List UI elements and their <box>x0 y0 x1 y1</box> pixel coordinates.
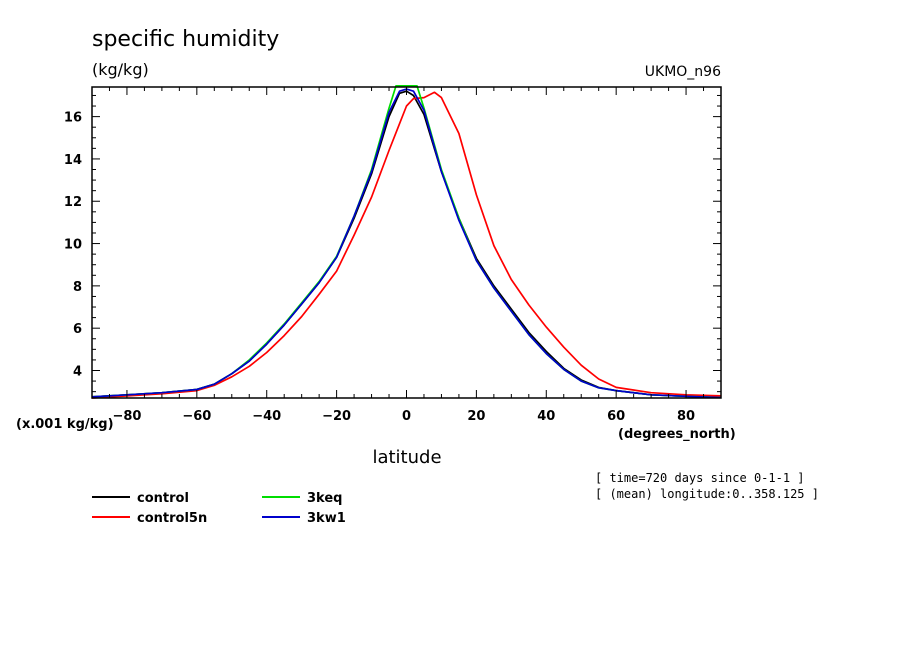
y-tick-label: 8 <box>73 280 82 295</box>
x-tick-label: 40 <box>537 409 555 424</box>
legend-label-3kw1: 3kw1 <box>307 511 346 526</box>
legend: control control5n 3keq 3kw1 <box>92 491 346 526</box>
x-tick-label: −40 <box>252 409 281 424</box>
series-line-control <box>91 90 722 399</box>
x-units-label: (degrees_north) <box>618 427 736 442</box>
x-axis-label: latitude <box>372 447 441 468</box>
x-tick-label: −60 <box>182 409 211 424</box>
x-tick-label: −80 <box>112 409 141 424</box>
annotation-time: [ time=720 days since 0-1-1 ] <box>595 471 805 485</box>
plot-frame <box>91 86 722 399</box>
x-tick-label: 60 <box>607 409 625 424</box>
y-scale-label: (x.001 kg/kg) <box>16 417 114 432</box>
y-tick-label: 16 <box>64 111 82 126</box>
ticks-layer: 4 6 8 10 12 14 16 −80 −60 −40 −20 0 20 40 60 80 <box>64 87 722 424</box>
series-layer <box>91 85 722 399</box>
x-tick-label: 0 <box>402 409 411 424</box>
series-line-3kw1 <box>91 88 722 399</box>
annotation-longitude: [ (mean) longitude:0..358.125 ] <box>595 487 819 501</box>
x-tick-label: 80 <box>677 409 695 424</box>
model-label: UKMO_n96 <box>645 64 721 80</box>
chart-title: specific humidity <box>92 27 279 52</box>
y-tick-label: 6 <box>73 322 82 337</box>
legend-label-control5n: control5n <box>137 511 207 526</box>
x-tick-label: −20 <box>322 409 351 424</box>
legend-label-control: control <box>137 491 189 506</box>
series-line-control5n <box>91 91 722 399</box>
x-tick-label: 20 <box>467 409 485 424</box>
y-tick-label: 12 <box>64 195 82 210</box>
chart-units: (kg/kg) <box>92 60 149 79</box>
series-line-3keq <box>91 85 722 399</box>
y-tick-label: 4 <box>73 364 82 379</box>
legend-label-3keq: 3keq <box>307 491 342 506</box>
y-tick-label: 10 <box>64 238 82 253</box>
y-tick-label: 14 <box>64 153 82 168</box>
